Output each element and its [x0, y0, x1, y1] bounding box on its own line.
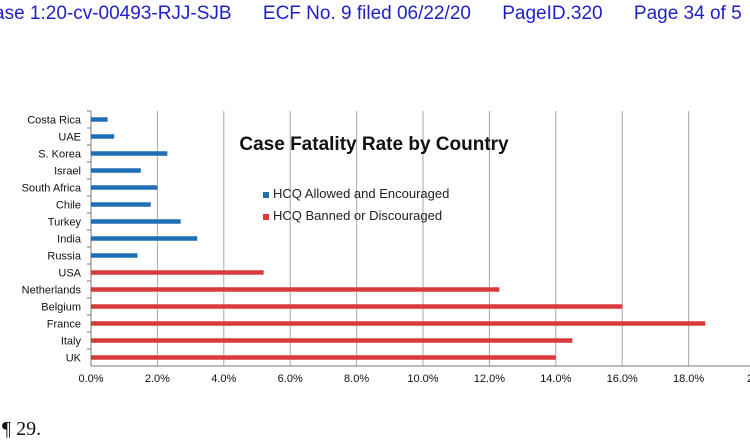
category-label-india: India	[57, 234, 82, 246]
legend-label-1: HCQ Banned or Discouraged	[273, 208, 442, 223]
x-tick-label-0: 0.0%	[78, 373, 103, 385]
category-label-italy: Italy	[61, 336, 82, 348]
category-label-usa: USA	[58, 268, 81, 280]
case-number: ase 1:20-cv-00493-RJJ-SJB	[0, 3, 232, 24]
legend-swatch-1	[263, 214, 269, 220]
page-number: Page 34 of 5	[633, 3, 742, 24]
bar-india	[91, 236, 198, 241]
bar-s-korea	[91, 151, 168, 156]
page-id: PageID.320	[502, 3, 603, 24]
legend-swatch-0	[263, 192, 269, 198]
category-label-chile: Chile	[56, 200, 81, 212]
category-label-france: France	[47, 319, 81, 331]
x-tick-label-2: 4.0%	[211, 373, 236, 385]
bar-netherlands	[91, 287, 500, 292]
x-tick-label-10: 20	[747, 373, 750, 385]
category-label-s-korea: S. Korea	[38, 149, 82, 161]
category-label-netherlands: Netherlands	[22, 285, 82, 297]
bar-italy	[91, 338, 573, 343]
bar-chile	[91, 202, 151, 207]
category-label-israel: Israel	[54, 166, 81, 178]
ecf-filing: ECF No. 9 filed 06/22/20	[262, 3, 471, 24]
bar-russia	[91, 253, 138, 258]
x-tick-label-7: 14.0%	[540, 373, 571, 385]
legend-label-0: HCQ Allowed and Encouraged	[273, 186, 449, 201]
category-label-south-africa: South Africa	[22, 183, 82, 195]
category-label-russia: Russia	[47, 251, 82, 263]
category-label-costa-rica: Costa Rica	[27, 115, 82, 127]
category-label-uae: UAE	[58, 132, 81, 144]
x-tick-label-5: 10.0%	[407, 373, 438, 385]
bar-turkey	[91, 219, 181, 224]
x-tick-label-6: 12.0%	[474, 373, 505, 385]
x-tick-label-4: 8.0%	[344, 373, 369, 385]
paragraph-reference: . ¶ 29.	[0, 418, 42, 440]
document-header: ase 1:20-cv-00493-RJJ-SJB ECF No. 9 file…	[0, 3, 750, 25]
chart-title: Case Fatality Rate by Country	[239, 134, 509, 155]
bar-usa	[91, 270, 264, 275]
x-tick-label-1: 2.0%	[145, 373, 170, 385]
x-tick-label-9: 18.0%	[673, 373, 704, 385]
bar-israel	[91, 168, 141, 173]
bar-france	[91, 321, 706, 326]
bar-costa-rica	[91, 117, 108, 122]
x-tick-label-3: 6.0%	[278, 373, 303, 385]
bar-belgium	[91, 304, 623, 309]
category-label-uk: UK	[66, 353, 82, 365]
x-tick-label-8: 16.0%	[607, 373, 638, 385]
category-label-belgium: Belgium	[41, 302, 81, 314]
bar-uae	[91, 134, 115, 139]
category-label-turkey: Turkey	[48, 217, 82, 229]
bar-south-africa	[91, 185, 158, 190]
bar-uk	[91, 355, 556, 360]
